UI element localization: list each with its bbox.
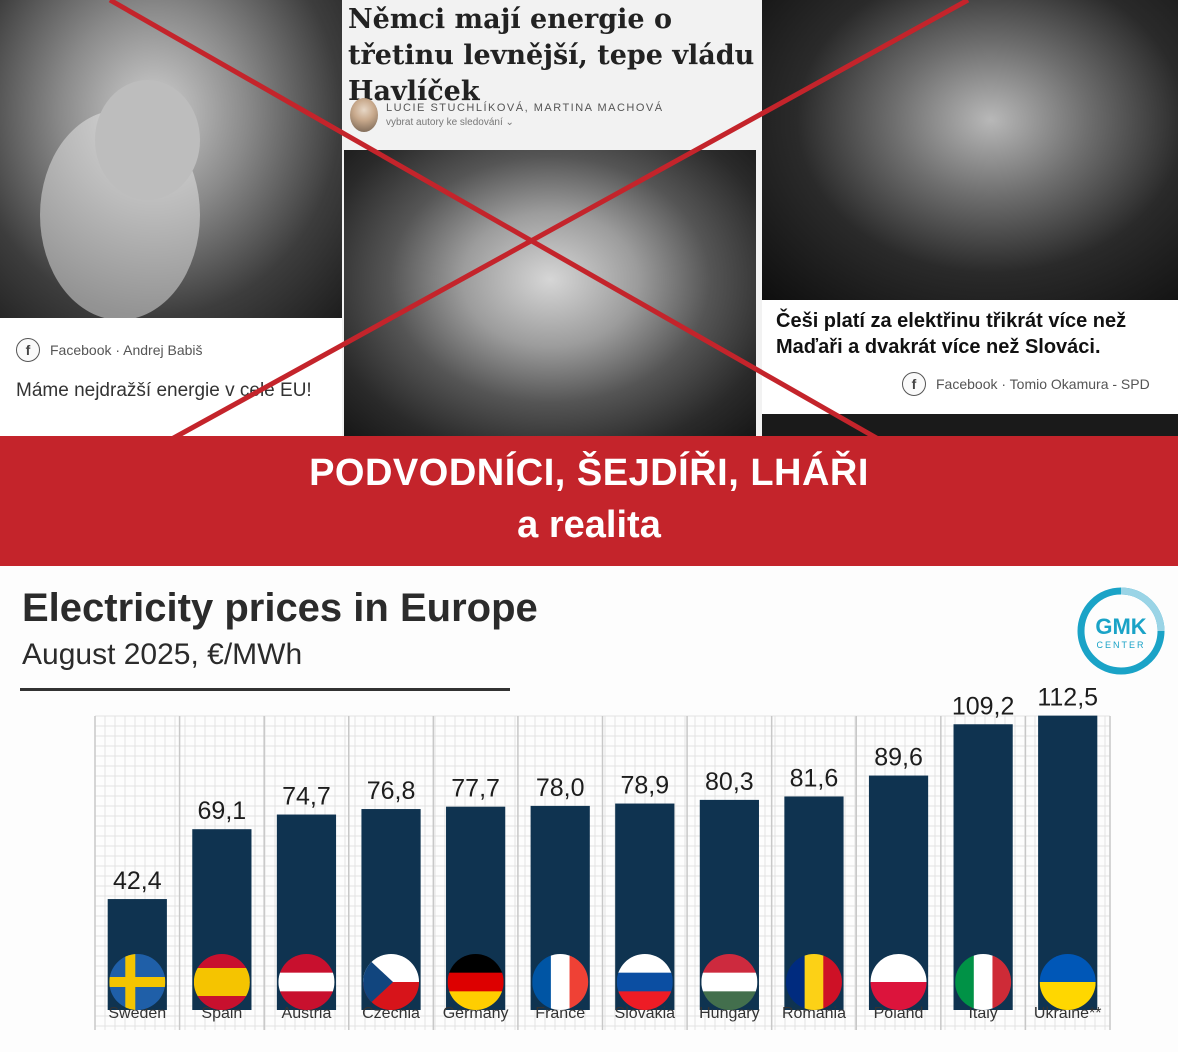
flag-italy-icon: [955, 954, 1012, 1010]
title-underline: [20, 688, 510, 691]
logo-subtext: CENTER: [1096, 640, 1145, 650]
banner-line-2: a realita: [517, 504, 661, 546]
flag-romania-icon: [785, 954, 842, 1010]
electricity-chart: Electricity prices in Europe August 2025…: [0, 566, 1178, 1052]
author-avatar: [350, 98, 378, 132]
bar-value-label: 89,6: [874, 744, 923, 772]
red-banner: PODVODNÍCI, ŠEJDÍŘI, LHÁŘI a realita: [0, 436, 1178, 566]
babis-post-source: Facebook · Andrej Babiš: [50, 342, 203, 358]
category-label: Spain: [201, 1005, 242, 1022]
okamura-photo-strip: [762, 414, 1178, 436]
havlicek-photo: [344, 150, 756, 438]
category-label: Poland: [874, 1005, 924, 1022]
gmk-center-logo: GMK CENTER: [1077, 587, 1165, 675]
facebook-icon: f: [902, 372, 926, 396]
flag-sweden-icon: [109, 954, 166, 1010]
author-names: LUCIE STUCHLÍKOVÁ, MARTINA MACHOVÁ: [386, 102, 664, 114]
category-label: Austria: [282, 1005, 332, 1022]
bar-chart-svg: 42,4 Sweden 69,1 Spain 74,7 Austria 76,8 Czechi…: [94, 684, 1111, 1030]
category-label: Ukraine**: [1034, 1005, 1102, 1022]
flag-slovakia-icon: [616, 954, 673, 1010]
bar-value-label: 112,5: [1037, 684, 1098, 712]
article-headline: Němci mají energie o třetinu levnější, t…: [348, 4, 755, 107]
facebook-icon: f: [16, 338, 40, 362]
logo-text: GMK: [1095, 614, 1146, 639]
category-label: Czechia: [362, 1005, 420, 1022]
flag-france-icon: [532, 954, 589, 1010]
flag-hungary-icon: [701, 954, 758, 1010]
bar-value-label: 78,9: [620, 772, 669, 800]
okamura-post-quote: Češi platí za elektřinu třikrát více než…: [776, 310, 1127, 358]
okamura-post-source: Facebook · Tomio Okamura - SPD: [936, 376, 1150, 392]
flag-austria-icon: [278, 954, 335, 1010]
bar-value-label: 74,7: [282, 783, 331, 811]
article-authors: LUCIE STUCHLÍKOVÁ, MARTINA MACHOVÁ vybra…: [350, 98, 664, 132]
okamura-photo: [762, 0, 1178, 300]
category-label: Slovakia: [615, 1005, 676, 1022]
follow-authors-link[interactable]: vybrat autory ke sledování ⌄: [386, 117, 514, 128]
category-label: Romania: [782, 1005, 846, 1022]
flag-germany-icon: [447, 954, 504, 1010]
category-label: Germany: [443, 1005, 509, 1022]
bar-value-label: 69,1: [198, 797, 247, 825]
bar-value-label: 42,4: [113, 867, 162, 895]
bar-value-label: 77,7: [451, 775, 500, 803]
category-label: Hungary: [699, 1005, 759, 1022]
chart-title: Electricity prices in Europe: [22, 586, 538, 630]
babis-post-card: f Facebook · Andrej Babiš Máme nejdražší…: [0, 318, 342, 436]
category-label: France: [535, 1005, 585, 1022]
banner-line-1: PODVODNÍCI, ŠEJDÍŘI, LHÁŘI: [309, 452, 869, 494]
babis-post-quote: Máme nejdražší energie v celé EU!: [16, 380, 312, 401]
bar-value-label: 78,0: [536, 774, 585, 802]
okamura-post-card: Češi platí za elektřinu třikrát více než…: [762, 300, 1178, 414]
bar-value-label: 81,6: [790, 764, 839, 792]
babis-photo: [0, 0, 342, 320]
category-label: Sweden: [108, 1005, 166, 1022]
bar-value-label: 109,2: [952, 692, 1015, 720]
bar-value-label: 80,3: [705, 768, 754, 796]
category-label: Italy: [968, 1005, 997, 1022]
havlicek-article: Němci mají energie o třetinu levnější, t…: [342, 0, 762, 438]
chart-subtitle: August 2025, €/MWh: [22, 638, 303, 671]
bar-value-label: 76,8: [367, 777, 416, 805]
